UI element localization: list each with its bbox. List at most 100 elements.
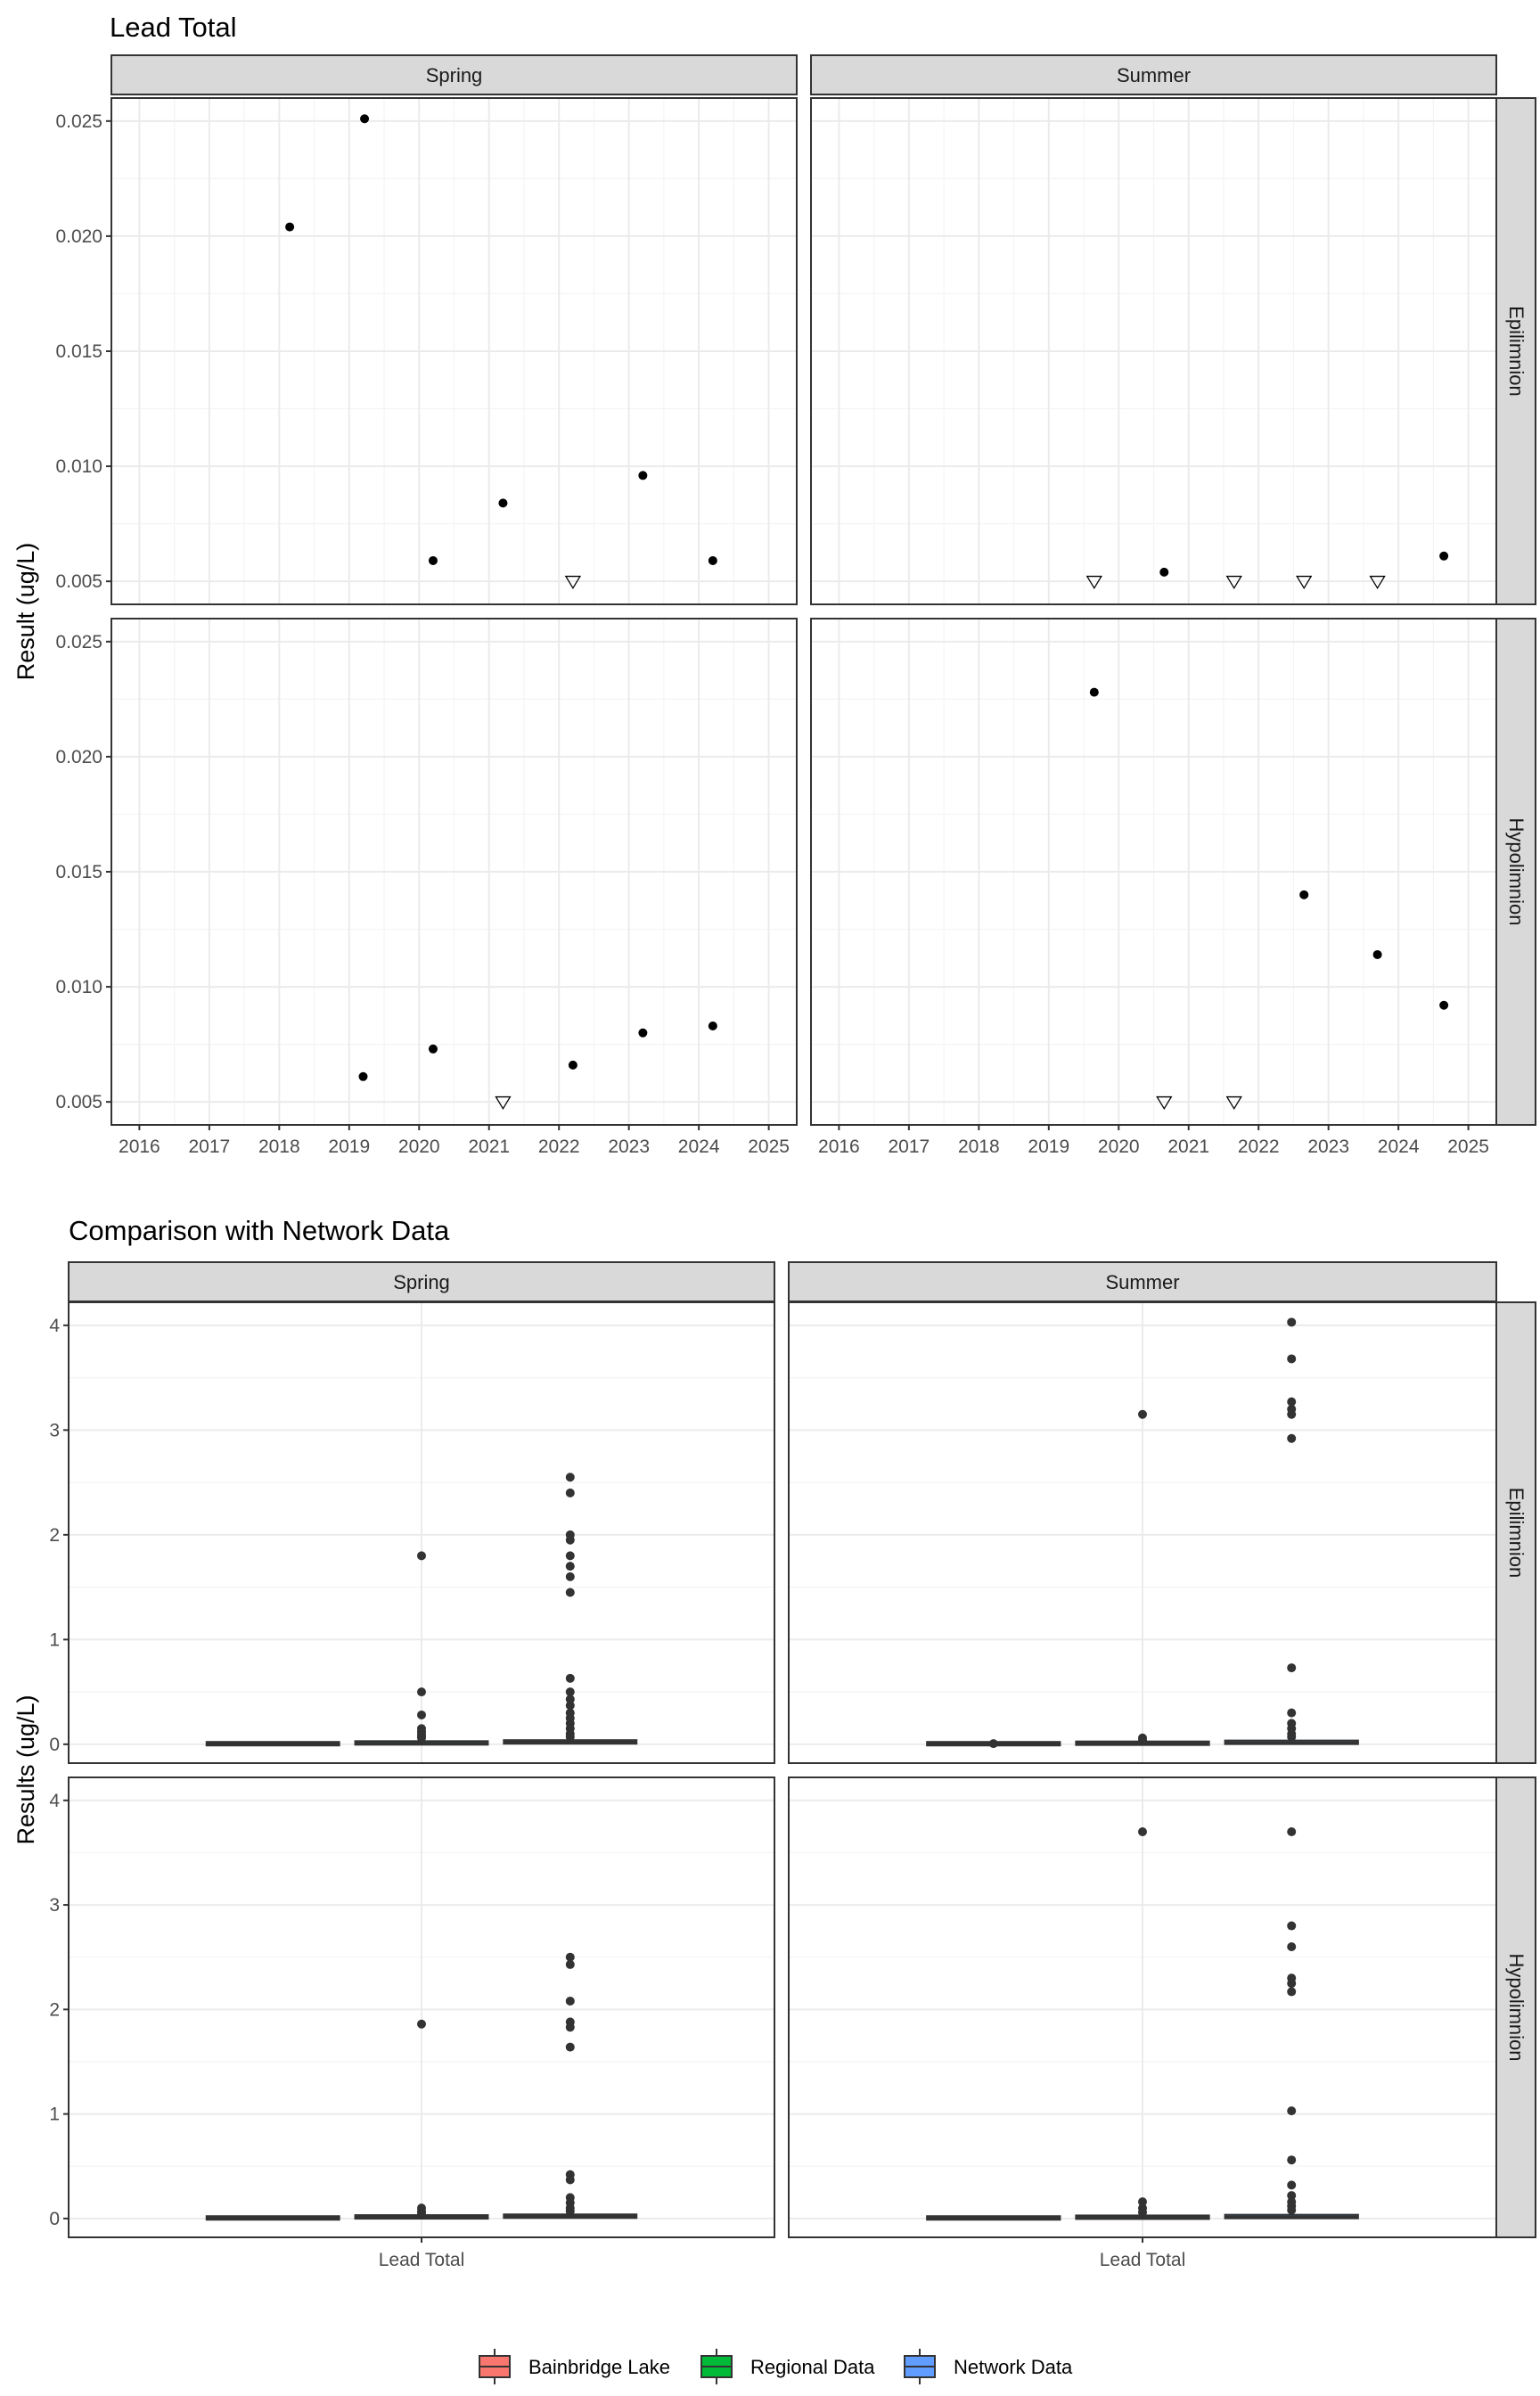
censored-marker — [1225, 575, 1242, 590]
outlier-point — [1287, 2106, 1297, 2116]
lead-total-chart: Lead Total Result (ug/L) 0.005 0.010 0.015 0.… — [12, 12, 1536, 1157]
x-tick-label: 2019 — [328, 1136, 370, 1157]
outlier-point — [565, 1473, 575, 1482]
x-tick-label: 2023 — [608, 1136, 650, 1157]
facet-strip-col — [68, 1261, 775, 1302]
facet-strip-row — [1495, 1301, 1536, 1764]
x-tick-label: 2022 — [538, 1136, 580, 1157]
censored-marker — [1085, 575, 1102, 590]
panel-spring-epilimnion: 0.005 0.010 0.015 0.020 0.025 — [55, 97, 798, 605]
outlier-point — [417, 1551, 426, 1561]
y-tick-label: 0.010 — [55, 456, 102, 477]
y-tick-label: 0.015 — [55, 862, 102, 882]
data-point — [1372, 949, 1382, 959]
x-tick-label: 2025 — [1447, 1136, 1489, 1157]
x-tick-label: 2023 — [1307, 1136, 1349, 1157]
x-tick-label: Lead Total — [1100, 2250, 1186, 2270]
outlier-point — [417, 1687, 426, 1697]
data-point — [360, 114, 370, 124]
outlier-point — [565, 1488, 575, 1498]
outlier-point — [1287, 2191, 1297, 2201]
censored-marker — [1225, 1095, 1242, 1111]
outlier-point — [565, 1952, 575, 1962]
x-tick-label: 2024 — [1378, 1136, 1420, 1157]
x-tick-label: 2024 — [678, 1136, 720, 1157]
outlier-point — [1287, 1979, 1297, 1989]
facet-label-spring: Spring — [393, 1271, 450, 1293]
facet-strip-row — [1495, 97, 1536, 605]
legend-label: Bainbridge Lake — [528, 2356, 670, 2378]
y-tick-label: 2 — [49, 1999, 60, 2020]
outlier-point — [1138, 1735, 1147, 1745]
facet-strip-col — [111, 54, 798, 95]
y-tick-label: 0.020 — [55, 747, 102, 767]
panel-summer-hypolimnion: Lead Total — [788, 1776, 1497, 2270]
outlier-point — [565, 1535, 575, 1545]
outlier-point — [988, 1739, 998, 1749]
outlier-point — [1287, 1433, 1297, 1443]
x-tick-label: 2019 — [1028, 1136, 1069, 1157]
panel-spring-hypolimnion: 0.005 0.010 0.015 0.020 0.025 2016 2017 2018 201… — [55, 618, 798, 1157]
censored-marker — [564, 575, 582, 590]
outlier-point — [1138, 1409, 1147, 1419]
censored-marker — [495, 1095, 512, 1111]
panel-spring-epilimnion: 0 1 2 3 4 — [49, 1301, 775, 1764]
outlier-point — [1287, 2205, 1297, 2215]
outlier-point — [565, 2206, 575, 2216]
data-point — [1439, 551, 1449, 561]
x-tick-label: 2021 — [1167, 1136, 1209, 1157]
chart-title: Comparison with Network Data — [69, 1215, 450, 1246]
facet-strip-col — [788, 1261, 1497, 1302]
outlier-point — [1287, 1921, 1297, 1931]
outlier-point — [565, 1694, 575, 1704]
outlier-point — [565, 1732, 575, 1742]
y-axis-title: Result (ug/L) — [12, 543, 39, 681]
outlier-point — [565, 1687, 575, 1697]
outlier-point — [417, 2019, 426, 2029]
outlier-point — [1287, 1987, 1297, 1997]
y-tick-label: 0.020 — [55, 226, 102, 247]
panel-spring-hypolimnion: 0 1 2 3 4 Lead Total — [49, 1776, 775, 2270]
x-tick-label: 2022 — [1238, 1136, 1280, 1157]
outlier-point — [417, 1733, 426, 1743]
panel-summer-hypolimnion: 2016 2017 2018 2019 2020 2021 2022 2023 2024 2025 — [810, 618, 1497, 1157]
outlier-point — [1287, 2180, 1297, 2190]
facet-label-spring: Spring — [426, 64, 483, 86]
y-tick-label: 4 — [49, 1316, 60, 1336]
outlier-point — [565, 1996, 575, 2006]
x-tick-label: 2017 — [888, 1136, 930, 1157]
data-point — [638, 1028, 648, 1038]
outlier-point — [1287, 1708, 1297, 1718]
y-tick-label: 3 — [49, 1420, 60, 1440]
censored-marker — [1296, 575, 1313, 590]
y-tick-label: 2 — [49, 1525, 60, 1546]
chart-title: Lead Total — [110, 12, 237, 43]
facet-label-summer: Summer — [1117, 64, 1191, 86]
legend-item-regional-data: Regional Data — [700, 2349, 875, 2384]
censored-marker — [1369, 575, 1386, 590]
legend-label: Network Data — [954, 2356, 1073, 2378]
outlier-point — [565, 2042, 575, 2052]
outlier-point — [1287, 1941, 1297, 1951]
outlier-point — [1287, 1826, 1297, 1836]
outlier-point — [1287, 2155, 1297, 2165]
y-tick-label: 4 — [49, 1791, 60, 1811]
legend: Bainbridge Lake Regional Data Network Data — [479, 2349, 1073, 2384]
outlier-point — [417, 2209, 426, 2219]
data-point — [638, 471, 648, 480]
outlier-point — [1287, 1409, 1297, 1419]
outlier-point — [565, 1673, 575, 1683]
legend-label: Regional Data — [750, 2356, 875, 2378]
x-tick-label: 2016 — [818, 1136, 860, 1157]
x-tick-label: 2018 — [958, 1136, 1000, 1157]
facet-label-summer: Summer — [1105, 1271, 1179, 1293]
y-tick-label: 1 — [49, 1629, 60, 1650]
panel-summer-epilimnion — [810, 97, 1497, 605]
y-tick-label: 0.005 — [55, 571, 102, 592]
x-tick-label: 2025 — [748, 1136, 790, 1157]
facet-label-epilimnion: Epilimnion — [1505, 306, 1528, 397]
data-point — [568, 1060, 578, 1070]
outlier-point — [1287, 1663, 1297, 1673]
data-point — [1159, 567, 1169, 577]
outlier-point — [1138, 2197, 1147, 2207]
